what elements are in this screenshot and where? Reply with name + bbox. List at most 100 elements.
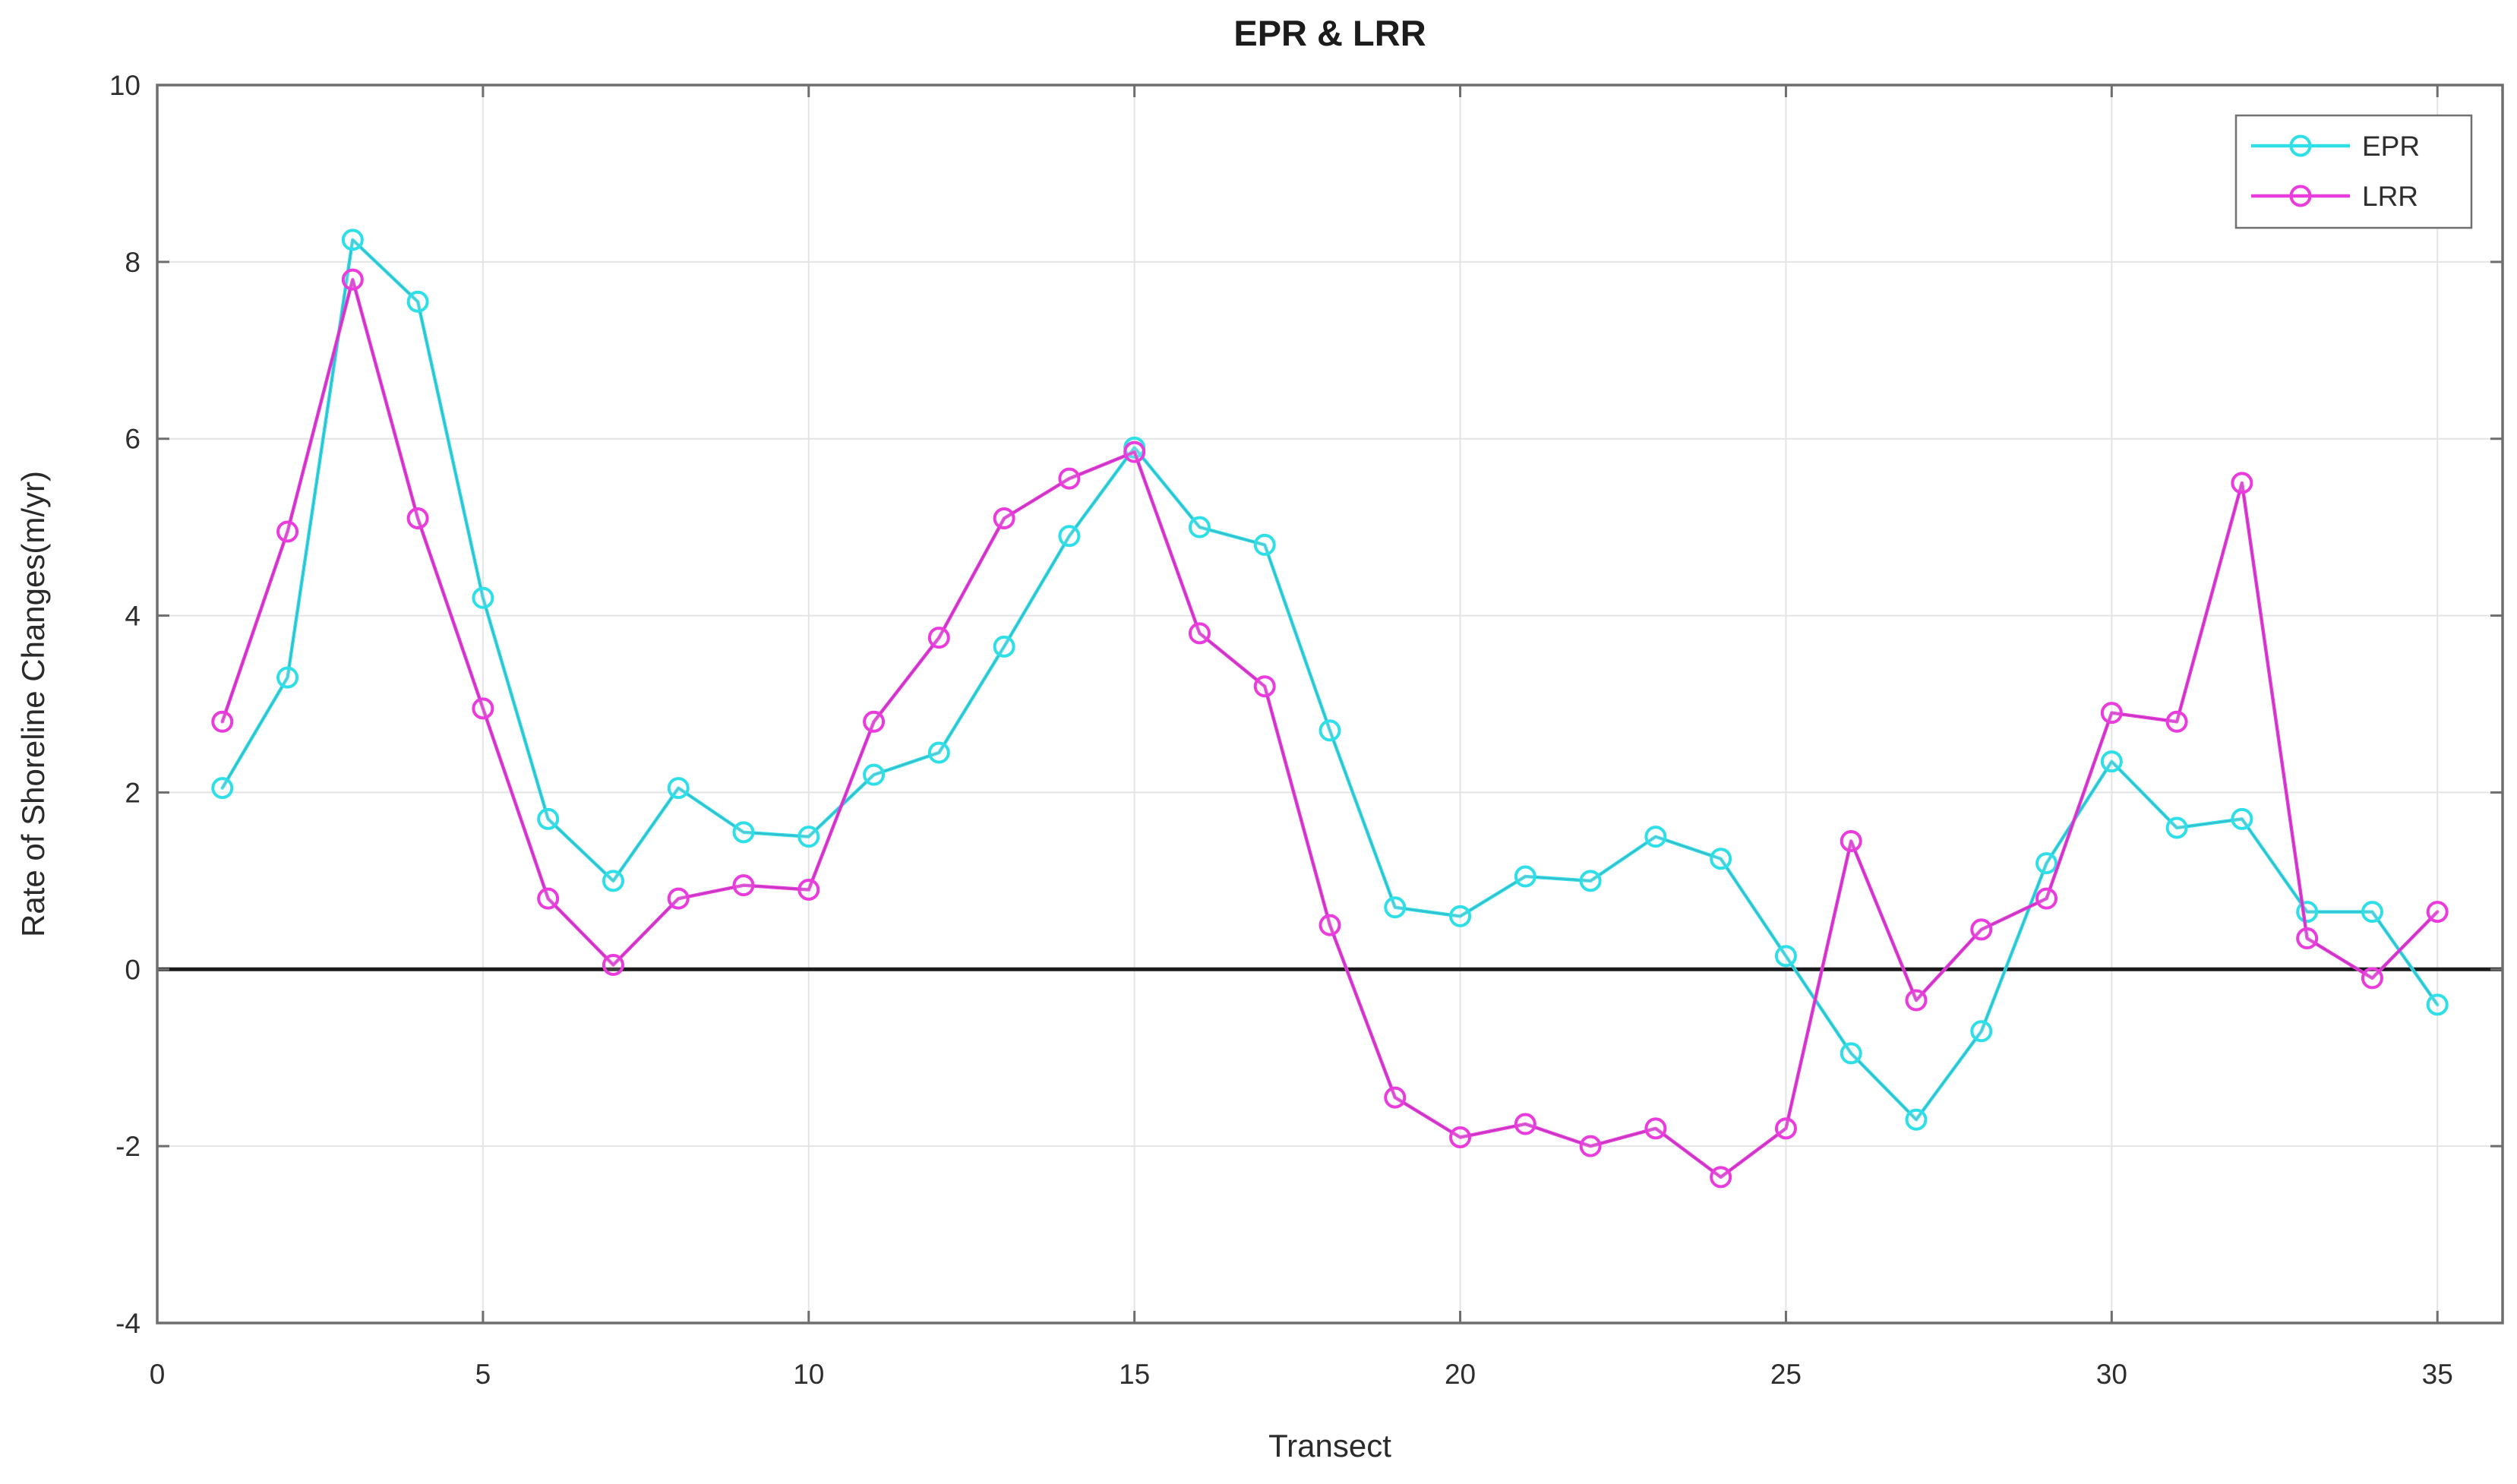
x-tick-label: 35 bbox=[2422, 1359, 2453, 1390]
data-point-marker-lrr bbox=[537, 887, 560, 910]
data-point-marker-lrr bbox=[1449, 1126, 1472, 1148]
data-point-marker-epr bbox=[1449, 905, 1472, 927]
data-point-marker-epr bbox=[341, 229, 364, 251]
data-point-marker-epr bbox=[1319, 719, 1341, 742]
data-point-marker-epr bbox=[732, 821, 755, 844]
data-point-marker-epr bbox=[472, 586, 494, 609]
data-point-marker-lrr bbox=[797, 879, 820, 901]
data-point-marker-epr bbox=[1058, 525, 1081, 548]
data-point-marker-lrr bbox=[993, 507, 1015, 529]
legend-label: EPR bbox=[2362, 131, 2420, 162]
x-tick-label: 30 bbox=[2096, 1359, 2127, 1390]
data-point-marker-lrr bbox=[1384, 1086, 1407, 1109]
y-tick-label: 2 bbox=[125, 777, 141, 808]
data-point-marker-epr bbox=[2231, 807, 2253, 830]
data-point-marker-lrr bbox=[2100, 702, 2123, 725]
data-point-marker-lrr bbox=[341, 268, 364, 291]
data-point-marker-lrr bbox=[1905, 989, 1928, 1012]
data-point-marker-lrr bbox=[1514, 1113, 1536, 1135]
data-point-marker-lrr bbox=[2296, 927, 2319, 950]
legend-box bbox=[2234, 114, 2473, 229]
data-point-marker-lrr bbox=[1774, 1117, 1797, 1140]
y-tick-label: 10 bbox=[109, 70, 141, 101]
data-point-marker-epr bbox=[537, 807, 560, 830]
data-point-marker-lrr bbox=[2361, 967, 2383, 990]
series-line-core-lrr bbox=[221, 279, 2438, 1178]
y-tick-label: -4 bbox=[115, 1308, 141, 1339]
legend: EPR LRR bbox=[2234, 114, 2473, 229]
data-point-marker-lrr bbox=[1253, 675, 1276, 698]
data-point-marker-epr bbox=[1905, 1108, 1928, 1131]
data-point-marker-epr bbox=[2165, 816, 2188, 839]
data-point-marker-epr bbox=[276, 666, 299, 689]
data-point-marker-lrr bbox=[667, 887, 690, 910]
data-point-marker-lrr bbox=[927, 627, 950, 649]
legend-marker-sample bbox=[2289, 185, 2312, 207]
data-point-marker-epr bbox=[1514, 865, 1536, 888]
y-tick-label: 6 bbox=[125, 424, 141, 455]
data-point-marker-epr bbox=[2100, 750, 2123, 773]
tick-labels: 0 5 10 15 20 25 30 35 -4 -2 0 2 4 6 8 10 bbox=[109, 70, 2453, 1390]
data-point-marker-epr bbox=[1840, 1042, 1862, 1065]
data-point-marker-lrr bbox=[732, 874, 755, 897]
data-point-marker-lrr bbox=[863, 710, 886, 733]
data-point-marker-epr bbox=[2035, 852, 2058, 875]
data-point-marker-lrr bbox=[211, 710, 234, 733]
data-point-marker-lrr bbox=[2231, 472, 2253, 494]
legend-label: LRR bbox=[2362, 181, 2418, 212]
data-point-marker-lrr bbox=[2426, 901, 2449, 924]
data-point-marker-epr bbox=[1384, 896, 1407, 919]
axes-box bbox=[156, 84, 2504, 1325]
data-point-marker-epr bbox=[863, 763, 886, 786]
data-point-marker-epr bbox=[1970, 1020, 1993, 1043]
data-point-marker-epr bbox=[993, 635, 1015, 658]
data-point-marker-lrr bbox=[2165, 710, 2188, 733]
data-point-marker-lrr bbox=[1058, 467, 1081, 490]
data-point-marker-epr bbox=[1188, 516, 1211, 538]
x-tick-label: 10 bbox=[793, 1359, 824, 1390]
x-axis-label: Transect bbox=[1268, 1428, 1391, 1463]
y-tick-label: 4 bbox=[125, 601, 141, 632]
legend-marker-sample bbox=[2289, 134, 2312, 157]
data-point-marker-lrr bbox=[1579, 1135, 1602, 1157]
data-point-marker-lrr bbox=[1840, 829, 1862, 852]
y-axis-label: Rate of Shoreline Changes(m/yr) bbox=[15, 471, 51, 937]
data-point-marker-epr bbox=[211, 777, 234, 800]
x-tick-label: 0 bbox=[150, 1359, 166, 1390]
data-point-marker-lrr bbox=[1319, 914, 1341, 936]
data-point-marker-epr bbox=[406, 290, 429, 313]
data-point-marker-epr bbox=[2361, 901, 2383, 924]
data-point-marker-epr bbox=[602, 870, 624, 892]
series-line-epr bbox=[220, 238, 2440, 1122]
data-point-marker-lrr bbox=[1123, 440, 1146, 463]
data-point-marker-lrr bbox=[1188, 622, 1211, 645]
data-point-marker-epr bbox=[2426, 993, 2449, 1016]
y-tick-label: 8 bbox=[125, 247, 141, 278]
data-point-marker-epr bbox=[1644, 826, 1667, 848]
data-point-marker-lrr bbox=[1644, 1117, 1667, 1140]
series-epr bbox=[211, 229, 2449, 1131]
x-tick-label: 20 bbox=[1445, 1359, 1476, 1390]
data-point-marker-lrr bbox=[406, 507, 429, 529]
x-tick-label: 5 bbox=[475, 1359, 491, 1390]
data-point-marker-lrr bbox=[2035, 887, 2058, 910]
series-lrr bbox=[211, 268, 2449, 1189]
data-point-marker-lrr bbox=[1710, 1166, 1732, 1189]
data-point-marker-epr bbox=[797, 826, 820, 848]
data-point-marker-lrr bbox=[1970, 918, 1993, 941]
data-point-marker-epr bbox=[927, 741, 950, 764]
data-point-marker-epr bbox=[1710, 848, 1732, 870]
data-point-marker-epr bbox=[1774, 945, 1797, 968]
data-point-marker-epr bbox=[1579, 870, 1602, 892]
series-line-core-epr bbox=[222, 238, 2438, 1121]
data-point-marker-lrr bbox=[602, 953, 624, 976]
x-tick-label: 25 bbox=[1770, 1359, 1802, 1390]
data-point-marker-epr bbox=[2296, 901, 2319, 924]
y-tick-label: 0 bbox=[125, 954, 141, 985]
data-point-marker-lrr bbox=[472, 697, 494, 720]
data-point-marker-lrr bbox=[276, 520, 299, 543]
gridlines bbox=[157, 85, 2503, 1323]
x-tick-label: 15 bbox=[1119, 1359, 1150, 1390]
